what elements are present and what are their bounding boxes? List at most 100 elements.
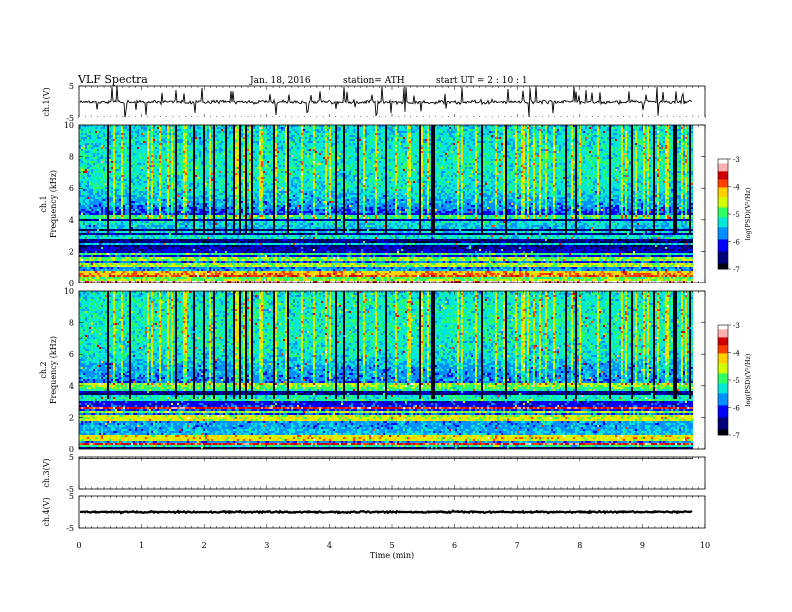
spectrogram-cell	[227, 207, 229, 209]
spectrogram-cell	[229, 265, 231, 267]
spectrogram-cell	[155, 255, 157, 257]
spectrogram-cell	[105, 125, 107, 131]
spectrogram-cell	[255, 279, 257, 281]
spectrogram-cell	[139, 145, 141, 153]
spectrogram-cell	[173, 171, 175, 175]
spectrogram-cell	[127, 125, 129, 129]
spectrogram-cell	[213, 167, 215, 233]
spectrogram-cell	[235, 225, 237, 229]
spectrogram-cell	[173, 225, 175, 227]
spectrogram-cell	[115, 197, 117, 199]
spectrogram-cell	[105, 137, 107, 139]
spectrogram-cell	[209, 219, 211, 221]
spectrogram-cell	[221, 125, 223, 127]
spectrogram-cell	[133, 209, 135, 211]
spectrogram-cell	[185, 161, 187, 165]
spectrogram-cell	[131, 273, 133, 277]
spectrogram-cell	[249, 141, 251, 147]
spectrogram-cell	[253, 215, 255, 217]
spectrogram-cell	[199, 177, 201, 179]
spectrogram-cell	[123, 221, 125, 225]
spectrogram-cell	[177, 149, 179, 151]
spectrogram-cell	[117, 189, 119, 191]
spectrogram-cell	[141, 275, 143, 277]
spectrogram-cell	[173, 189, 175, 191]
waveform-trace	[79, 85, 693, 119]
spectrogram-cell	[135, 227, 137, 229]
spectrogram-cell	[127, 189, 129, 193]
spectrogram-cell	[207, 271, 209, 273]
spectrogram-cell	[117, 137, 119, 143]
spectrogram-cell	[179, 157, 181, 159]
spectrogram-cell	[201, 127, 203, 133]
spectrogram-cell	[237, 167, 239, 169]
spectrogram-cell	[243, 249, 245, 251]
spectrogram-cell	[113, 273, 115, 275]
spectrogram-cell	[211, 261, 213, 263]
spectrogram-cell	[105, 219, 107, 221]
spectrogram-cell	[139, 233, 141, 235]
spectrogram-cell	[133, 281, 135, 283]
spectrogram-cell	[227, 251, 229, 253]
spectrogram-cell	[205, 185, 207, 187]
spectrogram-cell	[175, 265, 177, 267]
spectrogram-cell	[233, 277, 235, 279]
spectrogram-cell	[223, 237, 225, 239]
spectrogram-cell	[243, 225, 245, 229]
spectrogram-cell	[179, 263, 181, 265]
spectrogram-cell	[91, 273, 93, 275]
spectrogram-cell	[181, 245, 183, 251]
spectrogram-cell	[235, 179, 237, 185]
spectrogram-cell	[231, 169, 233, 171]
spectrogram-cell	[99, 253, 101, 255]
spectrogram-cell	[101, 197, 103, 207]
spectrogram-cell	[147, 183, 149, 189]
spectrogram-cell	[251, 261, 253, 263]
spectrogram-cell	[257, 177, 259, 179]
spectrogram-cell	[201, 221, 203, 223]
spectrogram-cell	[253, 235, 255, 239]
spectrogram-cell	[113, 171, 115, 173]
spectrogram-cell	[195, 207, 197, 211]
spectrogram-cell	[231, 265, 233, 267]
spectrogram-cell	[125, 147, 127, 153]
spectrogram-cell	[227, 257, 229, 261]
spectrogram-cell	[81, 133, 83, 135]
spectrogram-cell	[123, 167, 125, 169]
spectrogram-cell	[165, 277, 167, 279]
spectrogram-cell	[245, 241, 247, 243]
spectrogram-cell	[257, 127, 259, 129]
spectrogram-cell	[229, 149, 231, 151]
spectrogram-cell	[151, 277, 153, 279]
spectrogram-cell	[147, 131, 149, 133]
spectrogram-cell	[207, 163, 209, 165]
spectrogram-cell	[93, 263, 95, 265]
spectrogram-cell	[89, 207, 91, 209]
spectrogram-cell	[251, 125, 253, 191]
spectrogram-cell	[153, 239, 155, 241]
spectrogram-cell	[81, 225, 83, 229]
spectrogram-cell	[107, 263, 109, 265]
spectrogram-cell	[227, 215, 229, 219]
spectrogram-cell	[81, 271, 83, 273]
spectrogram-cell	[253, 265, 255, 267]
spectrogram-cell	[121, 249, 123, 251]
spectrogram-cell	[245, 271, 247, 273]
spectrogram-cell	[261, 245, 263, 247]
spectrogram-cell	[179, 237, 181, 239]
spectrogram-cell	[183, 279, 185, 281]
spectrogram-cell	[185, 281, 187, 283]
spectrogram-cell	[161, 245, 163, 247]
spectrogram-cell	[237, 181, 239, 185]
spectrogram-cell	[201, 263, 203, 267]
spectrogram-cell	[127, 159, 129, 161]
spectrogram-cell	[121, 179, 123, 181]
spectrogram-cell	[109, 215, 111, 219]
spectrogram-cell	[169, 229, 171, 231]
spectrogram-cell	[103, 157, 105, 159]
spectrogram-cell	[201, 157, 203, 161]
spectrogram-cell	[187, 271, 189, 273]
spectrogram-cell	[153, 191, 155, 193]
spectrogram-cell	[219, 247, 221, 249]
spectrogram-cell	[257, 259, 259, 261]
